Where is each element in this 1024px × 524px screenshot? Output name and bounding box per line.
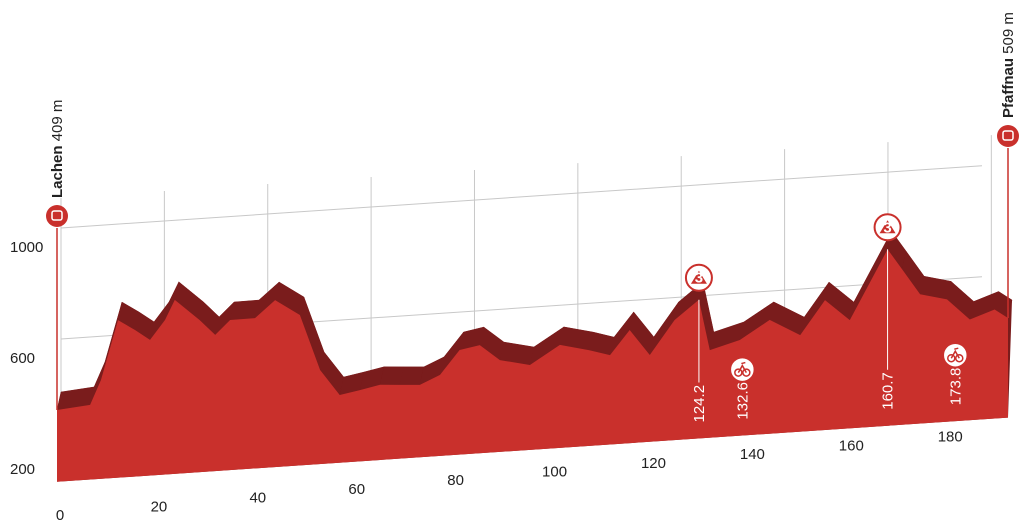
x-tick-label: 80 <box>447 472 464 489</box>
endpoint-icon-glyph <box>1002 130 1014 141</box>
marker-km-label: 132.6 <box>734 382 751 420</box>
sprint-wheel <box>947 353 956 363</box>
y-tick-label: 600 <box>10 350 35 367</box>
profile-ridge <box>229 299 260 321</box>
x-tick-label: 60 <box>348 481 365 498</box>
labels: 200 600 1000 0 20 40 60 80 100 120 140 160 180 Lachen… <box>10 12 1019 524</box>
x-tick-label: 160 <box>839 437 864 454</box>
endpoint-label: Pfaffnau 509 m <box>1000 12 1017 118</box>
endpoint-name: Lachen <box>49 145 66 198</box>
kom-mountain <box>879 220 896 234</box>
endpoint-icon-glyph <box>51 210 63 221</box>
x-tick-label: 100 <box>542 464 567 481</box>
marker-km-label: 124.2 <box>691 385 708 423</box>
sprint-frame <box>737 361 747 373</box>
kom-category: 3 <box>695 270 703 287</box>
sprint-icon <box>729 356 756 383</box>
sprint-wheel <box>734 368 743 377</box>
grid-line <box>60 165 983 229</box>
sprint-frame <box>950 347 960 359</box>
x-tick-label: 0 <box>56 507 64 524</box>
x-tick-label: 140 <box>740 446 765 463</box>
x-tick-label: 20 <box>151 498 168 515</box>
endpoint-elevation: 509 m <box>1000 12 1017 54</box>
sprint-icon <box>942 342 969 368</box>
y-tick-label: 1000 <box>10 239 43 256</box>
x-tick-label: 40 <box>249 490 266 507</box>
endpoint-icon <box>997 125 1019 147</box>
profile <box>56 230 1013 482</box>
endpoint-name: Pfaffnau <box>1000 58 1017 118</box>
endpoint-elevation: 409 m <box>49 100 66 142</box>
endpoint-icon <box>46 205 68 227</box>
x-tick-label: 120 <box>641 455 666 472</box>
marker-km-label: 160.7 <box>880 372 897 410</box>
sprint-wheel <box>955 353 964 363</box>
y-tick-label: 200 <box>10 461 35 478</box>
profile-area <box>57 249 1008 482</box>
sprint-wheel <box>742 368 751 377</box>
kom-mountain <box>690 270 707 284</box>
kom-category: 3 <box>883 219 891 236</box>
marker-km-label: 173.8 <box>947 368 964 406</box>
x-tick-label: 180 <box>938 429 963 446</box>
endpoint-label: Lachen 409 m <box>49 100 66 198</box>
